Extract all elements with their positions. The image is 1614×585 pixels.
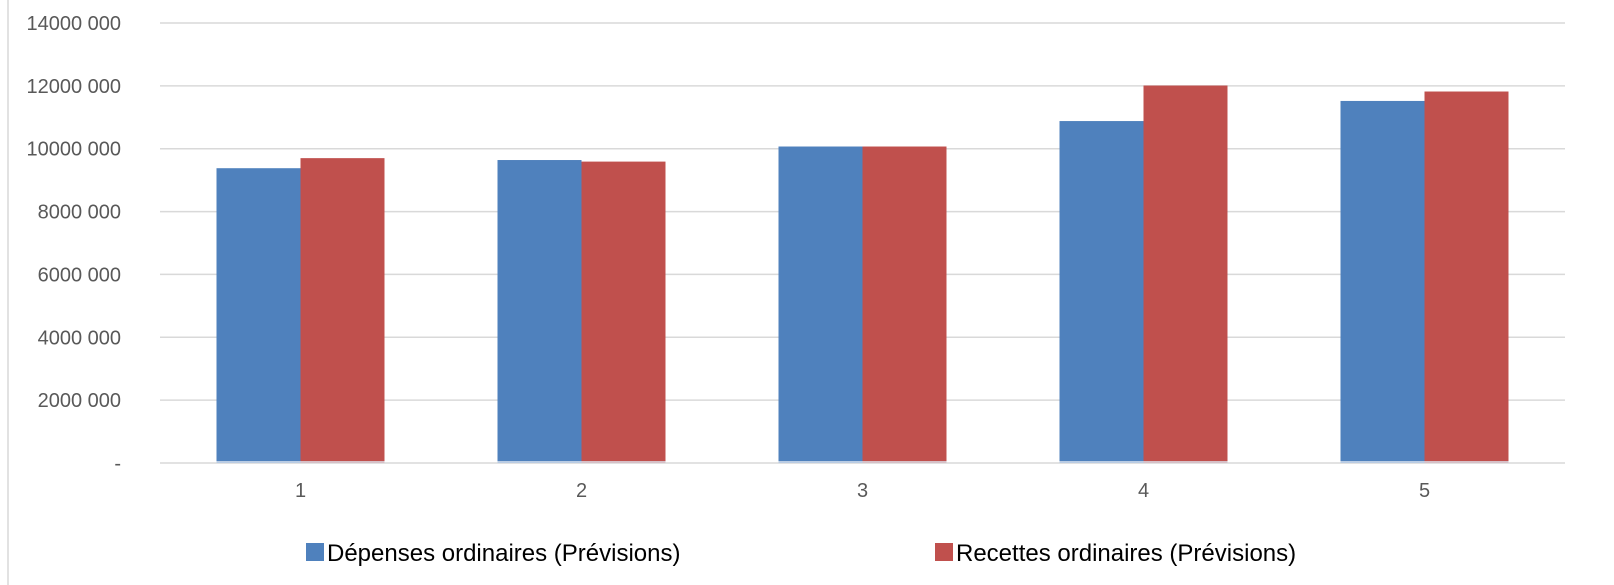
x-axis-ticks: 1 2 3 4 5	[295, 480, 1430, 502]
legend-label: Dépenses ordinaires (Prévisions)	[327, 540, 680, 567]
y-tick-label: -	[114, 453, 121, 475]
legend: Dépenses ordinaires (Prévisions) Recettes…	[306, 540, 1296, 567]
legend-item-1: Dépenses ordinaires (Prévisions)	[306, 540, 680, 567]
y-tick-label: 6000 000	[38, 264, 121, 286]
bar-series-2-cat-5	[1424, 91, 1509, 463]
y-tick-label: 12000 000	[26, 76, 121, 98]
bar-series-2-cat-2	[581, 161, 666, 463]
y-tick-label: 10000 000	[26, 139, 121, 161]
x-tick-label: 3	[857, 480, 868, 502]
bar-series-2-cat-3	[862, 146, 947, 463]
x-tick-label: 5	[1419, 480, 1430, 502]
bar-series-1-cat-5	[1340, 100, 1425, 463]
legend-item-2: Recettes ordinaires (Prévisions)	[935, 540, 1296, 567]
x-tick-label: 4	[1138, 480, 1149, 502]
bar-series-1-cat-2	[497, 160, 582, 463]
y-tick-label: 8000 000	[38, 202, 121, 224]
x-tick-label: 2	[576, 480, 587, 502]
y-tick-label: 2000 000	[38, 390, 121, 412]
y-tick-label: 4000 000	[38, 327, 121, 349]
bar-series-1-cat-3	[778, 146, 863, 463]
x-tick-label: 1	[295, 480, 306, 502]
bar-series-1-cat-1	[216, 168, 301, 463]
y-tick-label: 14000 000	[26, 13, 121, 35]
legend-swatch	[306, 543, 324, 561]
bar-series-2-cat-4	[1143, 85, 1228, 464]
y-axis-ticks: - 2000 000 4000 000 6000 000 8000 000 10000 0…	[26, 13, 121, 475]
legend-label: Recettes ordinaires (Prévisions)	[956, 540, 1296, 567]
bar-series-2-cat-1	[300, 158, 385, 463]
bar-series-1-cat-4	[1059, 121, 1144, 464]
legend-swatch	[935, 543, 953, 561]
bars	[216, 85, 1509, 464]
